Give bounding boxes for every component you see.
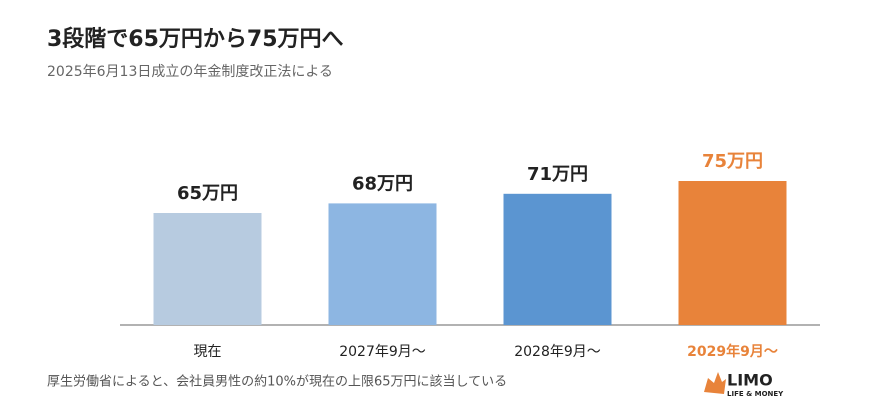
- logo-icon: [704, 372, 726, 394]
- x-tick-label: 2028年9月～: [514, 344, 601, 360]
- value-label: 75万円: [702, 151, 763, 172]
- bar: [153, 213, 262, 325]
- chart-title: 3段階で65万円から75万円へ: [47, 26, 344, 52]
- chart-subtitle: 2025年6月13日成立の年金制度改正法による: [47, 64, 333, 80]
- bar: [503, 193, 612, 325]
- chart-note: 厚生労働省によると、会社員男性の約10%が現在の上限65万円に該当している: [47, 374, 507, 390]
- bar: [678, 181, 787, 325]
- x-tick-label: 2029年9月～: [687, 343, 778, 360]
- value-label: 65万円: [177, 183, 238, 204]
- x-tick-label: 2027年9月～: [339, 344, 426, 360]
- logo-name: LIMO: [727, 371, 773, 390]
- value-label: 71万円: [527, 164, 588, 185]
- x-tick-label: 現在: [194, 344, 222, 360]
- logo: LIMO LIFE & MONEY: [704, 371, 784, 398]
- bar: [328, 203, 437, 325]
- logo-tagline: LIFE & MONEY: [727, 390, 784, 398]
- value-label: 68万円: [352, 173, 413, 194]
